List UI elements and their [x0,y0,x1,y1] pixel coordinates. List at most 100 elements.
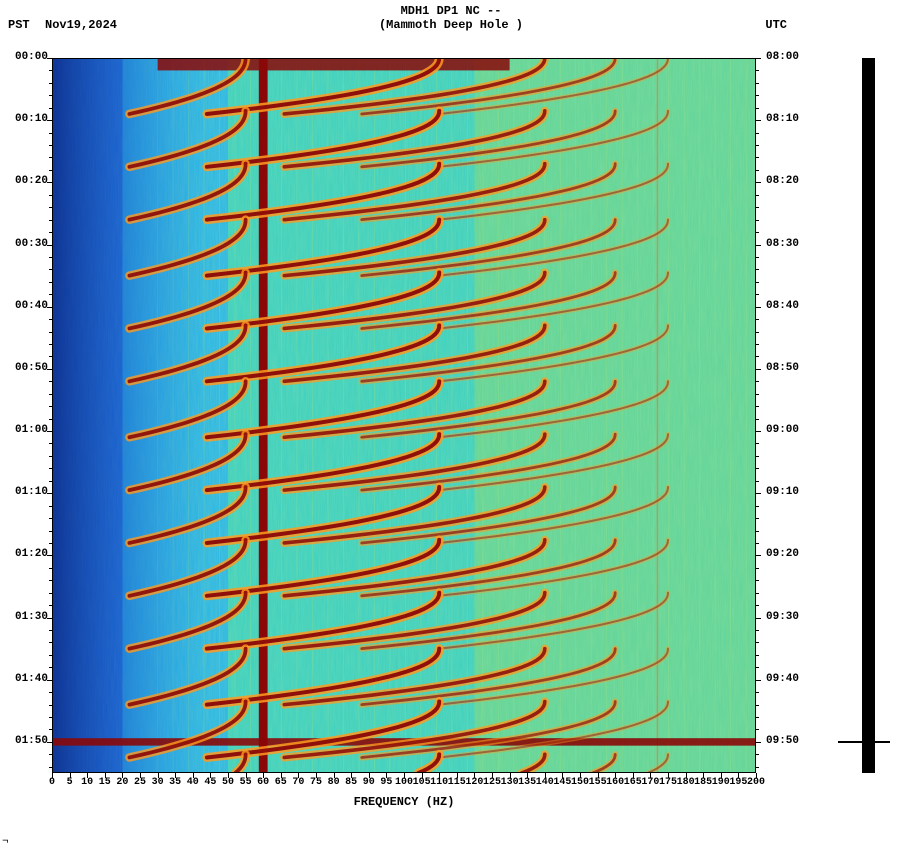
y-minor-tick [49,531,52,532]
y-minor-tick [49,555,52,556]
y-minor-tick [756,419,759,420]
y-minor-tick [49,705,52,706]
y-minor-tick [756,742,759,743]
x-tick-mark [87,773,88,778]
x-tick-mark [598,773,599,778]
y-minor-tick [49,394,52,395]
x-tick-mark [650,773,651,778]
y-minor-tick [49,655,52,656]
y-minor-tick [49,195,52,196]
y-minor-tick [49,568,52,569]
y-minor-tick [49,294,52,295]
x-tick-label: 70 [292,777,304,788]
x-tick-mark [193,773,194,778]
y-minor-tick [49,481,52,482]
x-tick-label: 75 [310,777,322,788]
x-tick-mark [580,773,581,778]
y-minor-tick [756,717,759,718]
y-minor-tick [756,332,759,333]
y-minor-tick [756,456,759,457]
y-minor-tick [756,443,759,444]
x-tick-mark [52,773,53,778]
y-minor-tick [49,83,52,84]
y-minor-tick [756,170,759,171]
x-tick-label: 130 [501,777,519,788]
y-minor-tick [49,356,52,357]
x-tick-label: 185 [694,777,712,788]
x-tick-mark [510,773,511,778]
x-tick-label: 200 [747,777,765,788]
y-minor-tick [756,642,759,643]
y-minor-tick [756,70,759,71]
y-minor-tick [756,531,759,532]
x-tick-label: 195 [729,777,747,788]
y-tick-right-label: 08:50 [766,362,799,374]
y-minor-tick [756,518,759,519]
plot-title-line1: MDH1 DP1 NC -- [0,4,902,18]
x-tick-mark [105,773,106,778]
x-tick-label: 155 [589,777,607,788]
y-minor-tick [756,133,759,134]
y-minor-tick [49,618,52,619]
x-tick-mark [668,773,669,778]
y-tick-left-label: 00:00 [3,51,48,63]
y-tick-right-label: 09:30 [766,611,799,623]
y-minor-tick [756,493,759,494]
spectrogram-plot [52,58,756,773]
x-tick-label: 45 [204,777,216,788]
y-tick-right-label: 08:40 [766,300,799,312]
y-minor-tick [49,692,52,693]
y-minor-tick [49,344,52,345]
y-minor-tick [756,667,759,668]
y-minor-tick [756,431,759,432]
y-minor-tick [49,319,52,320]
x-tick-mark [263,773,264,778]
y-minor-tick [49,642,52,643]
y-minor-tick [49,307,52,308]
y-minor-tick [49,518,52,519]
y-minor-tick [49,729,52,730]
y-minor-tick [49,754,52,755]
y-minor-tick [756,481,759,482]
x-tick-mark [422,773,423,778]
x-tick-label: 115 [448,777,466,788]
y-tick-right-label: 09:00 [766,424,799,436]
y-minor-tick [756,344,759,345]
y-minor-tick [756,605,759,606]
y-tick-right-label: 08:20 [766,175,799,187]
y-minor-tick [49,232,52,233]
y-tick-right-label: 09:50 [766,735,799,747]
amplitude-event-mark [838,741,890,743]
x-tick-mark [703,773,704,778]
y-minor-tick [756,356,759,357]
x-tick-mark [369,773,370,778]
x-tick-mark [334,773,335,778]
y-minor-tick [49,717,52,718]
x-tick-mark [633,773,634,778]
x-tick-label: 20 [116,777,128,788]
x-tick-mark [527,773,528,778]
y-minor-tick [756,195,759,196]
y-minor-tick [49,170,52,171]
y-minor-tick [756,580,759,581]
x-tick-label: 85 [345,777,357,788]
y-minor-tick [756,257,759,258]
y-minor-tick [49,269,52,270]
y-tick-right-label: 08:00 [766,51,799,63]
y-minor-tick [756,157,759,158]
y-minor-tick [49,220,52,221]
y-minor-tick [756,754,759,755]
y-minor-tick [49,133,52,134]
x-tick-label: 80 [328,777,340,788]
y-minor-tick [49,742,52,743]
y-minor-tick [756,307,759,308]
x-tick-label: 5 [67,777,73,788]
y-minor-tick [756,555,759,556]
spectrogram-svg [52,58,756,773]
y-minor-tick [49,605,52,606]
footer-mark: ¬ [2,836,9,848]
x-tick-label: 55 [240,777,252,788]
x-tick-mark [545,773,546,778]
x-tick-label: 120 [465,777,483,788]
y-minor-tick [756,269,759,270]
